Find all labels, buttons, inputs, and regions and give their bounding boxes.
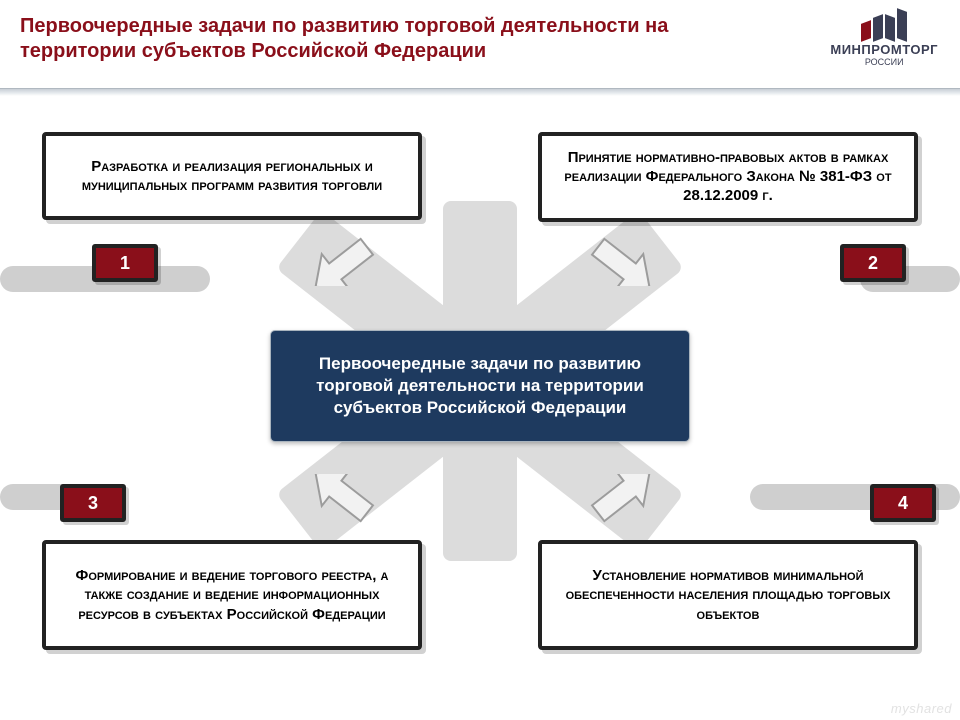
task-number-4: 4 <box>870 484 936 522</box>
task-text: Принятие нормативно-правовых актов в рам… <box>556 148 900 206</box>
task-box-4: Установление нормативов минимальной обес… <box>538 540 918 650</box>
center-topic-box: Первоочередные задачи по развитию торгов… <box>270 330 690 442</box>
ministry-logo: МИНПРОМТОРГ РОССИИ <box>830 12 938 67</box>
task-num-label: 3 <box>88 493 98 514</box>
task-text: Разработка и реализация региональных и м… <box>60 157 404 195</box>
page-title: Первоочередные задачи по развитию торгов… <box>20 14 740 64</box>
task-text: Установление нормативов минимальной обес… <box>556 566 900 624</box>
page-header: Первоочередные задачи по развитию торгов… <box>0 0 960 88</box>
logo-subtext: РОССИИ <box>830 57 938 67</box>
task-num-label: 2 <box>868 253 878 274</box>
task-box-1: Разработка и реализация региональных и м… <box>42 132 422 220</box>
header-divider <box>0 88 960 96</box>
task-number-2: 2 <box>840 244 906 282</box>
task-num-label: 1 <box>120 253 130 274</box>
task-text: Формирование и ведение торгового реестра… <box>60 566 404 624</box>
arrow-to-task-1 <box>300 226 410 286</box>
diagram-canvas: Первоочередные задачи по развитию торгов… <box>0 96 960 720</box>
arrow-to-task-2 <box>555 226 665 286</box>
task-num-label: 4 <box>898 493 908 514</box>
arrow-to-task-4 <box>555 474 665 534</box>
logo-text: МИНПРОМТОРГ <box>830 42 938 57</box>
center-topic-text: Первоочередные задачи по развитию торгов… <box>289 353 671 419</box>
task-box-2: Принятие нормативно-правовых актов в рам… <box>538 132 918 222</box>
task-number-3: 3 <box>60 484 126 522</box>
logo-mark <box>830 12 938 40</box>
task-number-1: 1 <box>92 244 158 282</box>
task-box-3: Формирование и ведение торгового реестра… <box>42 540 422 650</box>
watermark: myshared <box>891 701 952 716</box>
arrow-to-task-3 <box>300 474 410 534</box>
